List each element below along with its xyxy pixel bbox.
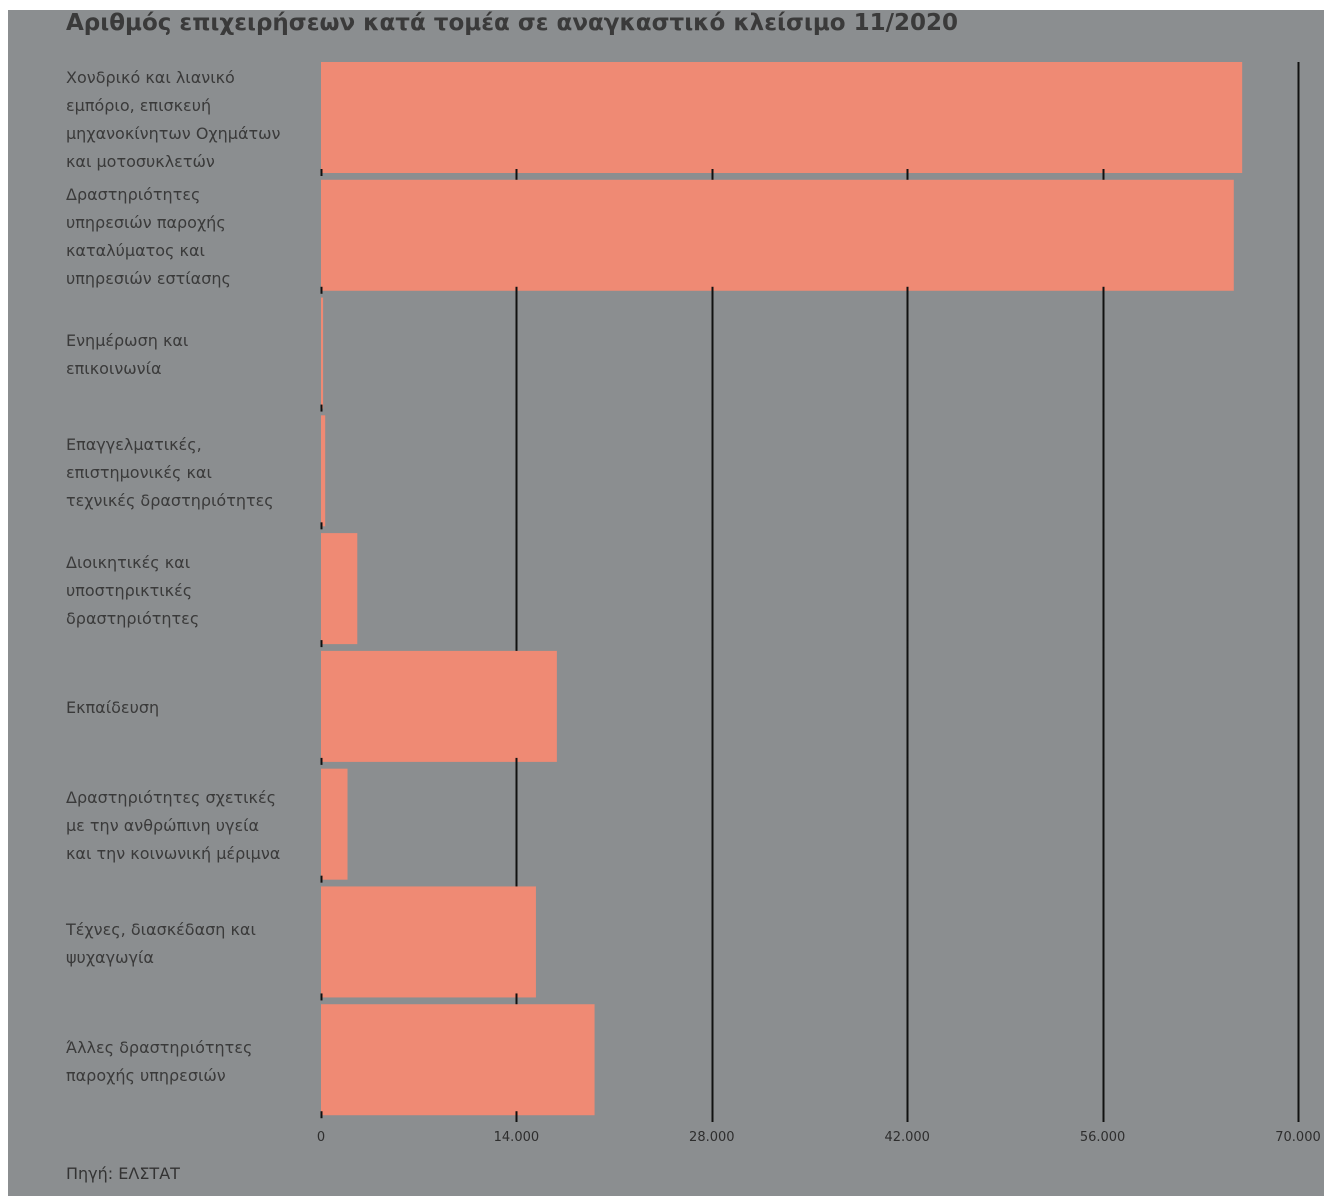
bar-2 <box>321 297 324 409</box>
bar-3 <box>321 415 326 527</box>
x-tick-label-0: 0 <box>317 1130 325 1145</box>
category-label-2: Ενημέρωση και επικοινωνία <box>66 331 189 379</box>
x-tick-label-5: 70.000 <box>1275 1130 1321 1145</box>
category-label-5: Εκπαίδευση <box>66 698 160 718</box>
source-note: Πηγή: ΕΛΣΤΑΤ <box>66 1164 180 1183</box>
category-label-4: Διοικητικές και υποστηρικτικές δραστηριό… <box>66 552 200 628</box>
bar-5 <box>321 650 557 762</box>
bar-7 <box>321 886 536 998</box>
x-tick-label-4: 56.000 <box>1080 1130 1126 1145</box>
bar-4 <box>321 533 358 645</box>
x-tick-labels: 0 14.000 28.000 42.000 56.000 70.000 <box>317 1130 1321 1145</box>
category-label-1: Δραστηριότητες υπηρεσιών παροχής καταλύμ… <box>66 185 231 289</box>
bar-0 <box>321 62 1243 173</box>
x-tick-label-2: 28.000 <box>689 1130 735 1145</box>
bar-6 <box>321 768 348 880</box>
bars <box>321 62 1243 1116</box>
x-tick-label-1: 14.000 <box>494 1130 540 1145</box>
bar-8 <box>321 1004 595 1116</box>
category-label-8: Άλλες δραστηριότητες παροχής υπηρεσιών <box>66 1037 253 1085</box>
category-label-6: Δραστηριότητες σχετικές με την ανθρώπινη… <box>66 788 281 864</box>
chart-title: Αριθμός επιχειρήσεων κατά τομέα σε αναγκ… <box>66 10 959 36</box>
bar-1 <box>321 179 1234 291</box>
category-label-7: Τέχνες, διασκέδαση και ψυχαγωγία <box>66 919 256 967</box>
x-tick-label-3: 42.000 <box>884 1130 930 1145</box>
category-label-3: Επαγγελματικές, επιστημονικές και τεχνικ… <box>66 434 274 510</box>
category-label-0: Χονδρικό και λιανικό εμπόριο, επισκευή μ… <box>66 67 281 171</box>
band-ticks <box>320 169 1105 1119</box>
